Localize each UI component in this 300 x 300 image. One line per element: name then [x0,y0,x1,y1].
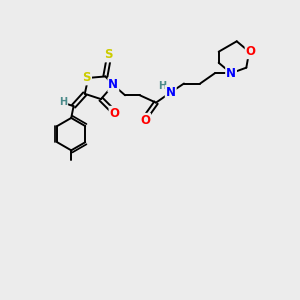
Text: O: O [110,107,119,120]
Text: H: H [59,97,67,107]
Text: O: O [246,45,256,58]
Text: H: H [158,81,166,91]
Text: N: N [166,86,176,99]
Text: N: N [226,67,236,80]
Text: S: S [104,48,112,62]
Text: N: N [108,79,118,92]
Text: S: S [82,71,91,84]
Text: O: O [140,114,150,127]
